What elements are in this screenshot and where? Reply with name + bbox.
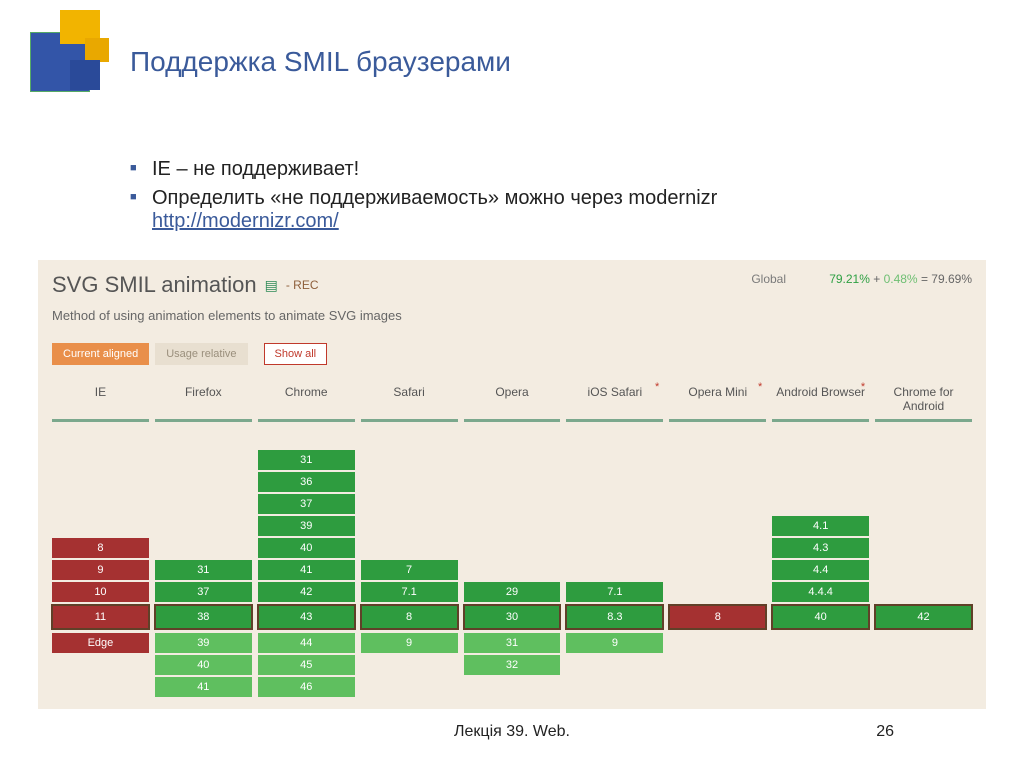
slide-footer: Лекція 39. Web. xyxy=(0,723,1024,741)
version-column xyxy=(669,424,766,602)
version-cell: 8 xyxy=(52,538,149,558)
version-column: 8910 xyxy=(52,424,149,602)
version-cell: 41 xyxy=(258,560,355,580)
version-cell: 4.3 xyxy=(772,538,869,558)
current-version-cell: 11 xyxy=(52,605,149,629)
version-cell: 32 xyxy=(464,655,561,675)
version-cell: 44 xyxy=(258,633,355,653)
tab-usage-relative[interactable]: Usage relative xyxy=(155,343,247,365)
slide-decoration xyxy=(30,10,120,100)
current-version-cell: 42 xyxy=(875,605,972,629)
tab-current-aligned[interactable]: Current aligned xyxy=(52,343,149,365)
version-cell: 4.4 xyxy=(772,560,869,580)
document-icon: ▤ xyxy=(265,277,278,294)
rec-badge: - REC xyxy=(286,278,319,292)
stat-total: 79.69% xyxy=(931,272,972,286)
future-version-column: 9 xyxy=(566,633,663,697)
current-version-cell: 30 xyxy=(464,605,561,629)
future-version-column: 394041 xyxy=(155,633,252,697)
browser-header: Chrome for Android xyxy=(875,379,972,422)
version-cell: 37 xyxy=(155,582,252,602)
browser-header: Android Browser xyxy=(772,379,869,422)
current-version-cell: 38 xyxy=(155,605,252,629)
future-version-column xyxy=(669,633,766,697)
version-column: 29 xyxy=(464,424,561,602)
version-cell: 4.4.4 xyxy=(772,582,869,602)
browser-header: Opera Mini xyxy=(669,379,766,422)
version-cell: 37 xyxy=(258,494,355,514)
bullet-text: IE – не поддерживает! xyxy=(152,158,359,180)
stat-partial: 0.48% xyxy=(884,272,918,286)
version-cell: 42 xyxy=(258,582,355,602)
version-column: 31363739404142 xyxy=(258,424,355,602)
support-grid: IEFirefoxChromeSafariOperaiOS SafariOper… xyxy=(52,379,972,697)
slide-title: Поддержка SMIL браузерами xyxy=(130,46,511,78)
version-cell: 29 xyxy=(464,582,561,602)
caniuse-panel: SVG SMIL animation ▤ - REC Global 79.21%… xyxy=(38,260,986,709)
version-cell: 31 xyxy=(464,633,561,653)
future-version-column: 444546 xyxy=(258,633,355,697)
version-cell: 36 xyxy=(258,472,355,492)
version-cell: 7.1 xyxy=(361,582,458,602)
modernizr-link[interactable]: http://modernizr.com/ xyxy=(152,210,339,232)
bullet-list: IE – не поддерживает! Определить «не под… xyxy=(130,158,950,239)
future-version-column: 3132 xyxy=(464,633,561,697)
stat-supported: 79.21% xyxy=(829,272,870,286)
global-stats: 79.21% + 0.48% = 79.69% xyxy=(829,272,972,286)
version-cell: 9 xyxy=(566,633,663,653)
global-label: Global xyxy=(751,272,786,286)
feature-subtitle: Method of using animation elements to an… xyxy=(52,308,972,323)
view-controls: Current aligned Usage relative Show all xyxy=(52,343,972,365)
version-cell: 9 xyxy=(361,633,458,653)
version-column: 3137 xyxy=(155,424,252,602)
version-cell: Edge xyxy=(52,633,149,653)
version-cell: 9 xyxy=(52,560,149,580)
version-cell: 40 xyxy=(258,538,355,558)
future-version-column xyxy=(875,633,972,697)
version-cell: 46 xyxy=(258,677,355,697)
current-version-cell: 8 xyxy=(669,605,766,629)
version-cell: 41 xyxy=(155,677,252,697)
version-column: 77.1 xyxy=(361,424,458,602)
version-cell: 40 xyxy=(155,655,252,675)
browser-header: IE xyxy=(52,379,149,422)
bullet-item: Определить «не поддерживаемость» можно ч… xyxy=(130,187,950,233)
future-version-column: 9 xyxy=(361,633,458,697)
feature-title: SVG SMIL animation xyxy=(52,272,257,298)
browser-header: Firefox xyxy=(155,379,252,422)
bullet-item: IE – не поддерживает! xyxy=(130,158,950,181)
current-version-cell: 8 xyxy=(361,605,458,629)
future-version-column xyxy=(772,633,869,697)
version-cell: 10 xyxy=(52,582,149,602)
show-all-button[interactable]: Show all xyxy=(264,343,328,365)
future-version-column: Edge xyxy=(52,633,149,697)
version-cell: 39 xyxy=(258,516,355,536)
version-cell: 7.1 xyxy=(566,582,663,602)
version-cell: 31 xyxy=(258,450,355,470)
version-column xyxy=(875,424,972,602)
version-cell: 7 xyxy=(361,560,458,580)
current-version-cell: 8.3 xyxy=(566,605,663,629)
current-version-cell: 43 xyxy=(258,605,355,629)
browser-header: Safari xyxy=(361,379,458,422)
version-column: 4.14.34.44.4.4 xyxy=(772,424,869,602)
version-column: 7.1 xyxy=(566,424,663,602)
current-version-cell: 40 xyxy=(772,605,869,629)
version-cell: 39 xyxy=(155,633,252,653)
browser-header: Opera xyxy=(464,379,561,422)
version-cell: 45 xyxy=(258,655,355,675)
page-number: 26 xyxy=(876,723,894,741)
browser-header: Chrome xyxy=(258,379,355,422)
version-cell: 4.1 xyxy=(772,516,869,536)
bullet-text: Определить «не поддерживаемость» можно ч… xyxy=(152,187,717,209)
browser-header: iOS Safari xyxy=(566,379,663,422)
version-cell: 31 xyxy=(155,560,252,580)
